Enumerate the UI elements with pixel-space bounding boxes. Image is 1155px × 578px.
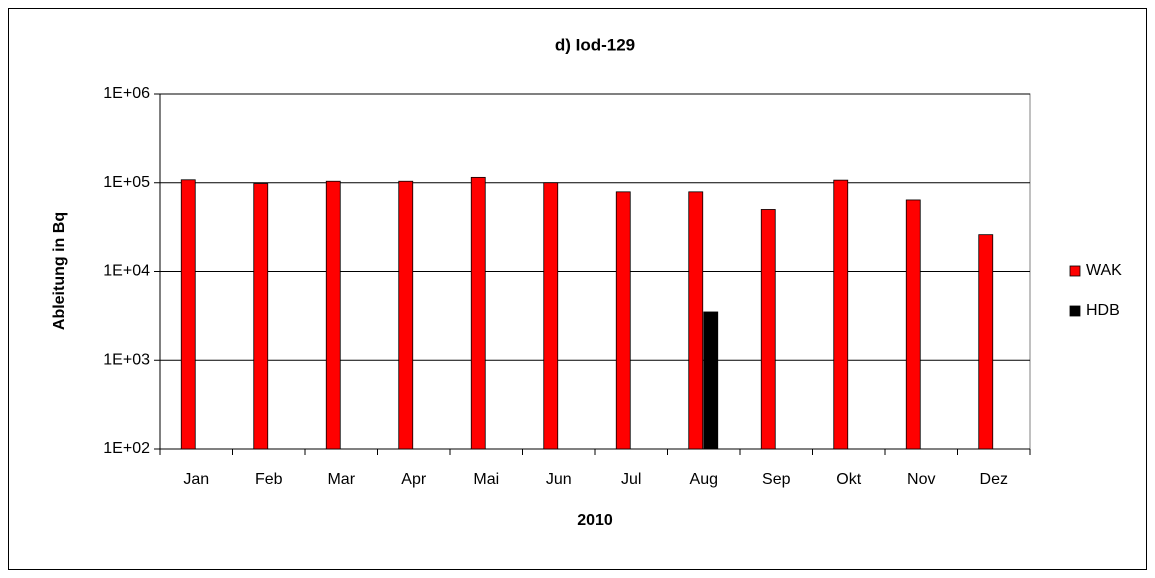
x-tick-label: Jan: [183, 471, 209, 488]
legend-label: WAK: [1086, 262, 1122, 279]
bar: [703, 311, 719, 450]
x-tick-label: Mai: [473, 471, 499, 488]
bar: [760, 209, 776, 450]
x-tick-label: Dez: [980, 471, 1008, 488]
bar: [688, 191, 704, 450]
x-tick-label: Mar: [327, 471, 355, 488]
x-tick-label: Nov: [907, 471, 935, 488]
y-tick-label: 1E+03: [103, 351, 150, 368]
legend-label: HDB: [1086, 302, 1120, 319]
x-tick-label: Aug: [690, 471, 718, 488]
bar: [615, 191, 631, 450]
x-tick-label: Jul: [621, 471, 641, 488]
y-axis-label: Ableitung in Bq: [51, 212, 68, 330]
x-tick-label: Sep: [762, 471, 791, 488]
x-tick-label: Feb: [255, 471, 283, 488]
x-tick-label: Okt: [836, 471, 861, 488]
y-tick-label: 1E+02: [103, 440, 150, 457]
legend-swatch: [1069, 265, 1081, 277]
y-tick-label: 1E+06: [103, 85, 150, 102]
bar: [470, 176, 486, 450]
x-axis-label: 2010: [577, 512, 613, 529]
chart-title: d) Iod-129: [555, 35, 635, 54]
x-tick-label: Apr: [401, 471, 427, 488]
bar: [398, 180, 414, 450]
bar: [905, 199, 921, 450]
y-tick-label: 1E+04: [103, 263, 150, 280]
x-tick-label: Jun: [546, 471, 572, 488]
bar: [253, 183, 269, 450]
bar: [978, 234, 994, 450]
bar: [325, 180, 341, 450]
bar: [180, 179, 196, 450]
y-tick-label: 1E+05: [103, 174, 150, 191]
bar: [543, 182, 559, 450]
bar: [833, 179, 849, 450]
legend-swatch: [1069, 305, 1081, 317]
